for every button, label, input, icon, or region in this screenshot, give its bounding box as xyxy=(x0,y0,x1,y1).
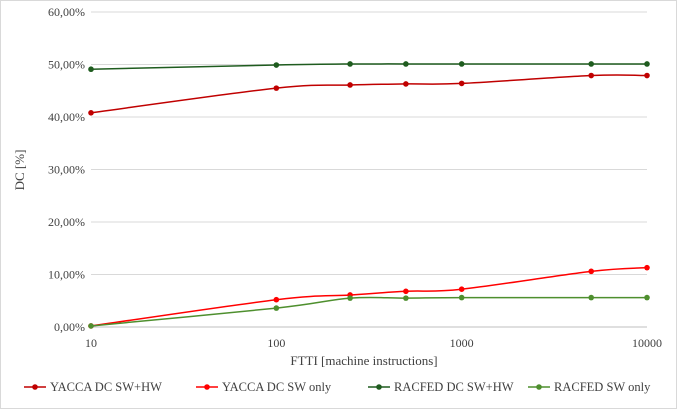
x-axis-title: FTTI [machine instructions] xyxy=(290,353,437,368)
data-point xyxy=(644,294,650,301)
legend-marker xyxy=(32,384,38,390)
series-1 xyxy=(88,264,650,329)
data-point xyxy=(347,295,353,301)
data-point xyxy=(273,85,280,91)
y-tick-labels: 0,00% 10,00% 20,00% 30,00% 40,00% 50,00% 60,00… xyxy=(48,5,85,334)
data-point xyxy=(347,82,353,88)
y-tick-label: 0,00% xyxy=(54,320,85,334)
legend-label: YACCA DC SW+HW xyxy=(50,380,162,394)
y-tick-label: 50,00% xyxy=(48,58,85,72)
y-tick-label: 40,00% xyxy=(48,110,85,124)
data-point xyxy=(403,61,409,67)
data-point xyxy=(458,294,465,301)
data-point xyxy=(403,295,409,301)
series-2 xyxy=(88,61,650,73)
y-tick-label: 20,00% xyxy=(48,215,85,229)
x-tick-labels: 10 100 1000 10000 xyxy=(85,336,662,350)
data-point xyxy=(644,72,650,79)
data-point xyxy=(273,305,280,311)
y-tick-label: 30,00% xyxy=(48,163,85,177)
data-point xyxy=(403,288,409,295)
data-point xyxy=(88,110,94,116)
y-tick-label: 10,00% xyxy=(48,268,85,282)
series-3 xyxy=(88,294,650,329)
data-point xyxy=(458,80,465,87)
legend-marker xyxy=(376,384,382,390)
legend-label: RACFED DC SW+HW xyxy=(394,380,514,394)
data-point xyxy=(644,264,650,271)
data-point xyxy=(588,294,595,301)
x-tick-label: 100 xyxy=(267,336,285,350)
series-0 xyxy=(88,72,650,116)
legend-label: RACFED SW only xyxy=(554,380,651,394)
legend-label: YACCA DC SW only xyxy=(222,380,332,394)
data-point xyxy=(588,268,595,275)
data-point xyxy=(273,62,280,68)
data-point xyxy=(273,296,280,303)
data-point xyxy=(347,61,353,67)
data-point xyxy=(588,61,595,67)
series-group xyxy=(88,61,650,329)
y-axis-title: DC [%] xyxy=(12,150,27,191)
data-point xyxy=(403,81,409,87)
data-point xyxy=(458,61,465,67)
legend-item: YACCA DC SW+HW xyxy=(24,380,162,394)
legend-item: RACFED DC SW+HW xyxy=(368,380,514,394)
series-line xyxy=(90,296,647,327)
data-point xyxy=(588,72,595,79)
legend-marker xyxy=(204,384,210,390)
x-tick-label: 1000 xyxy=(450,336,474,350)
data-point xyxy=(88,323,94,329)
series-line xyxy=(90,74,648,114)
legend-marker xyxy=(536,384,542,390)
data-point xyxy=(458,286,465,293)
legend-item: RACFED SW only xyxy=(528,380,651,394)
y-tick-label: 60,00% xyxy=(48,5,85,19)
series-line xyxy=(90,63,647,70)
data-point xyxy=(88,66,94,73)
series-line xyxy=(90,266,648,327)
x-tick-label: 10 xyxy=(85,336,97,350)
legend: YACCA DC SW+HW YACCA DC SW only RACFED DC … xyxy=(24,380,651,394)
data-point xyxy=(644,61,650,67)
x-tick-label: 10000 xyxy=(632,336,662,350)
legend-item: YACCA DC SW only xyxy=(196,380,332,394)
